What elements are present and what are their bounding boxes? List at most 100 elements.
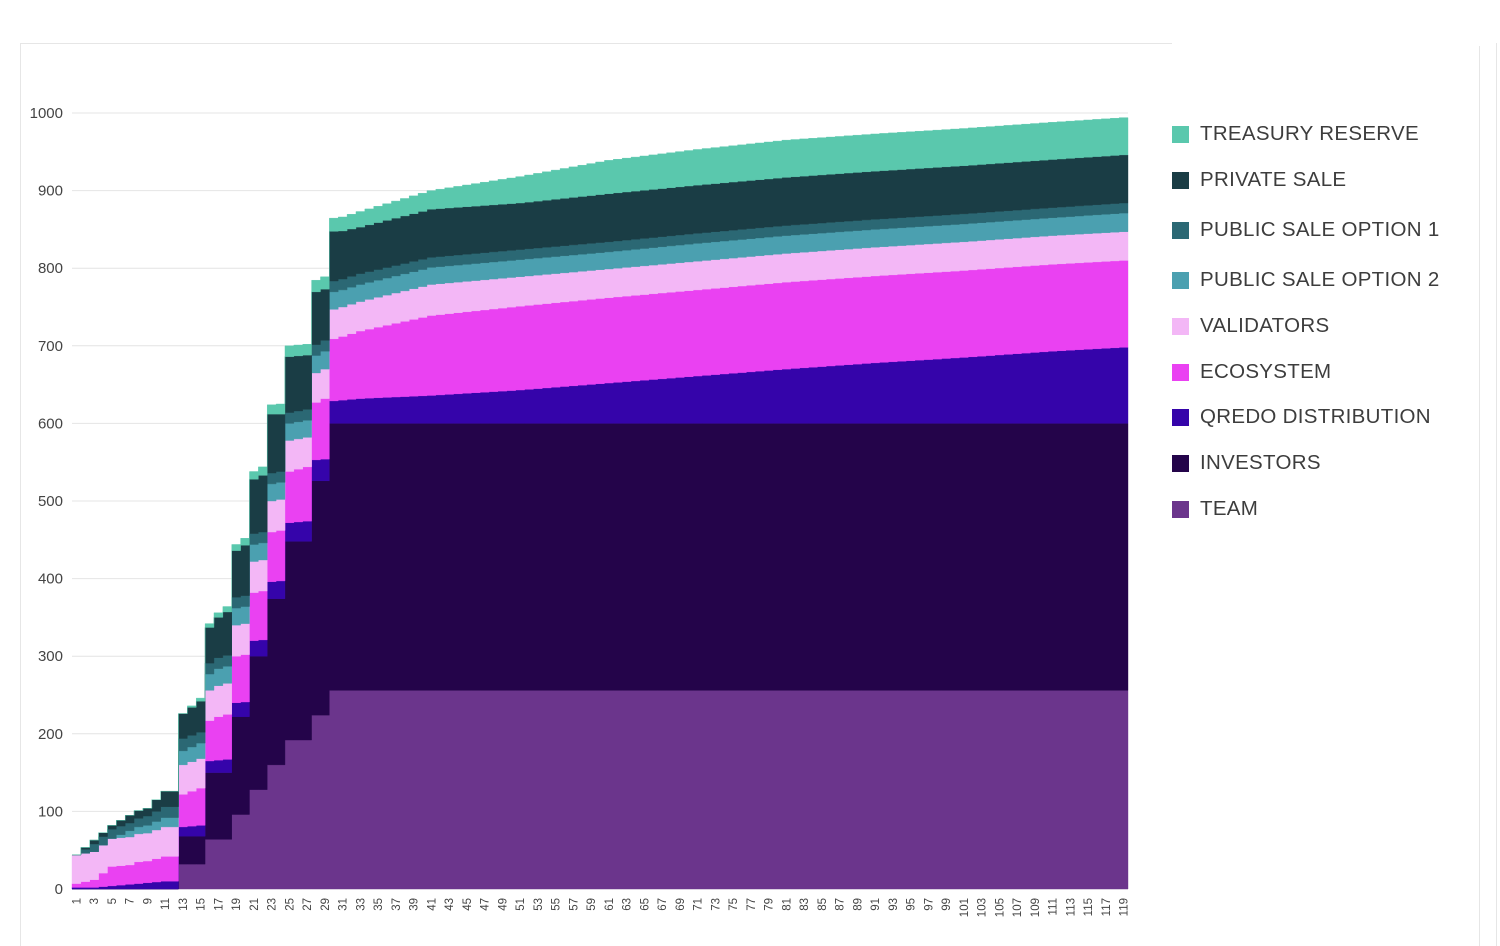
x-tick-label: 21 [249, 898, 261, 911]
legend-label: PUBLIC SALE OPTION 2 [1200, 268, 1440, 291]
x-tick-label: 41 [426, 898, 438, 911]
x-tick-label: 37 [391, 898, 403, 911]
x-tick-label: 1 [71, 898, 83, 904]
x-tick-label: 43 [444, 898, 456, 911]
x-tick-label: 97 [923, 898, 935, 911]
x-tick-label: 63 [622, 898, 634, 911]
legend-swatch [1172, 125, 1189, 143]
x-tick-label: 39 [409, 898, 421, 911]
x-tick-label: 75 [728, 898, 740, 911]
legend-item: TEAM [1172, 497, 1258, 521]
x-tick-label: 57 [568, 898, 580, 911]
y-tick-label: 1000 [30, 105, 63, 122]
legend-item: PUBLIC SALE OPTION 1 [1172, 218, 1440, 242]
x-tick-label: 111 [1048, 898, 1060, 915]
legend-item: PRIVATE SALE [1172, 168, 1346, 192]
legend-label: TREASURY RESERVE [1200, 122, 1419, 145]
x-tick-label: 87 [835, 898, 847, 911]
x-tick-label: 13 [178, 898, 190, 911]
x-tick-label: 49 [497, 898, 509, 911]
x-tick-label: 95 [906, 898, 918, 911]
x-tick-label: 45 [462, 898, 474, 911]
x-tick-label: 35 [373, 898, 385, 911]
legend-item: PUBLIC SALE OPTION 2 [1172, 268, 1440, 292]
legend-swatch [1172, 408, 1189, 426]
x-tick-label: 71 [693, 898, 705, 911]
legend-label: VALIDATORS [1200, 314, 1330, 337]
x-tick-label: 9 [142, 898, 154, 904]
x-tick-label: 93 [888, 898, 900, 911]
y-tick-label: 700 [38, 338, 63, 355]
legend-label: INVESTORS [1200, 451, 1321, 474]
x-tick-label: 33 [355, 898, 367, 911]
x-tick-label: 15 [196, 898, 208, 911]
legend-swatch [1172, 500, 1189, 518]
y-tick-label: 900 [38, 183, 63, 200]
legend-swatch [1172, 171, 1189, 189]
x-tick-label: 47 [480, 898, 492, 911]
legend-label: PUBLIC SALE OPTION 1 [1200, 218, 1440, 241]
x-tick-label: 23 [267, 898, 279, 911]
x-tick-label: 61 [604, 898, 616, 911]
x-tick-label: 85 [817, 898, 829, 911]
legend-item: INVESTORS [1172, 451, 1321, 475]
x-tick-label: 117 [1101, 898, 1113, 916]
y-tick-label: 0 [55, 881, 63, 898]
x-tick-label: 31 [338, 898, 350, 911]
x-tick-label: 89 [852, 898, 864, 911]
legend-label: TEAM [1200, 497, 1259, 520]
legend-swatch [1172, 454, 1189, 472]
x-tick-label: 115 [1083, 898, 1095, 916]
x-tick-label: 17 [213, 898, 225, 911]
x-tick-label: 55 [551, 898, 563, 911]
legend: TREASURY RESERVE PRIVATE SALE PUBLIC SALE … [1172, 0, 1492, 946]
x-tick-label: 3 [89, 898, 101, 904]
x-axis-ticks: 1 3 5 7 9 11 13 15 17 19 21 23 25 27 29 31 33 35 37 39 41 43 4… [71, 898, 1130, 917]
x-tick-label: 79 [764, 898, 776, 911]
x-tick-label: 7 [125, 898, 137, 904]
x-tick-label: 19 [231, 898, 243, 911]
x-tick-label: 99 [941, 898, 953, 911]
x-tick-label: 29 [320, 898, 332, 911]
legend-item: TREASURY RESERVE [1172, 122, 1419, 146]
x-tick-label: 59 [586, 898, 598, 911]
x-tick-label: 119 [1119, 898, 1131, 916]
series-areas [71, 117, 1129, 890]
x-tick-label: 53 [533, 898, 545, 911]
x-tick-label: 83 [799, 898, 811, 911]
x-tick-label: 105 [994, 898, 1006, 917]
x-tick-label: 91 [870, 898, 882, 911]
legend-label: ECOSYSTEM [1200, 360, 1332, 383]
x-tick-label: 109 [1030, 898, 1042, 917]
legend-swatch [1172, 271, 1189, 289]
legend-item: VALIDATORS [1172, 314, 1329, 338]
chart-frame [20, 43, 1480, 946]
x-tick-label: 77 [746, 898, 758, 911]
y-tick-label: 100 [38, 803, 63, 820]
legend-label: QREDO DISTRIBUTION [1200, 405, 1431, 428]
x-tick-label: 101 [959, 898, 971, 917]
frame-gap [1172, 40, 1482, 46]
x-tick-label: 103 [977, 898, 989, 917]
x-tick-label: 81 [781, 898, 793, 911]
y-tick-label: 500 [38, 493, 63, 510]
y-tick-label: 400 [38, 571, 63, 588]
x-tick-label: 65 [639, 898, 651, 911]
y-tick-label: 200 [38, 726, 63, 743]
y-tick-label: 600 [38, 415, 63, 432]
x-tick-label: 51 [515, 898, 527, 911]
x-tick-label: 113 [1065, 898, 1077, 916]
legend-swatch [1172, 363, 1189, 381]
x-tick-label: 25 [284, 898, 296, 911]
legend-swatch [1172, 317, 1189, 335]
x-tick-label: 67 [657, 898, 669, 911]
y-tick-label: 800 [38, 260, 63, 277]
area-treasury-reserve [72, 117, 1129, 856]
y-tick-label: 300 [38, 648, 63, 665]
x-tick-label: 27 [302, 898, 314, 911]
x-tick-label: 5 [107, 898, 119, 904]
legend-item: QREDO DISTRIBUTION [1172, 405, 1431, 429]
x-tick-label: 107 [1012, 898, 1024, 917]
legend-label: PRIVATE SALE [1200, 168, 1347, 191]
